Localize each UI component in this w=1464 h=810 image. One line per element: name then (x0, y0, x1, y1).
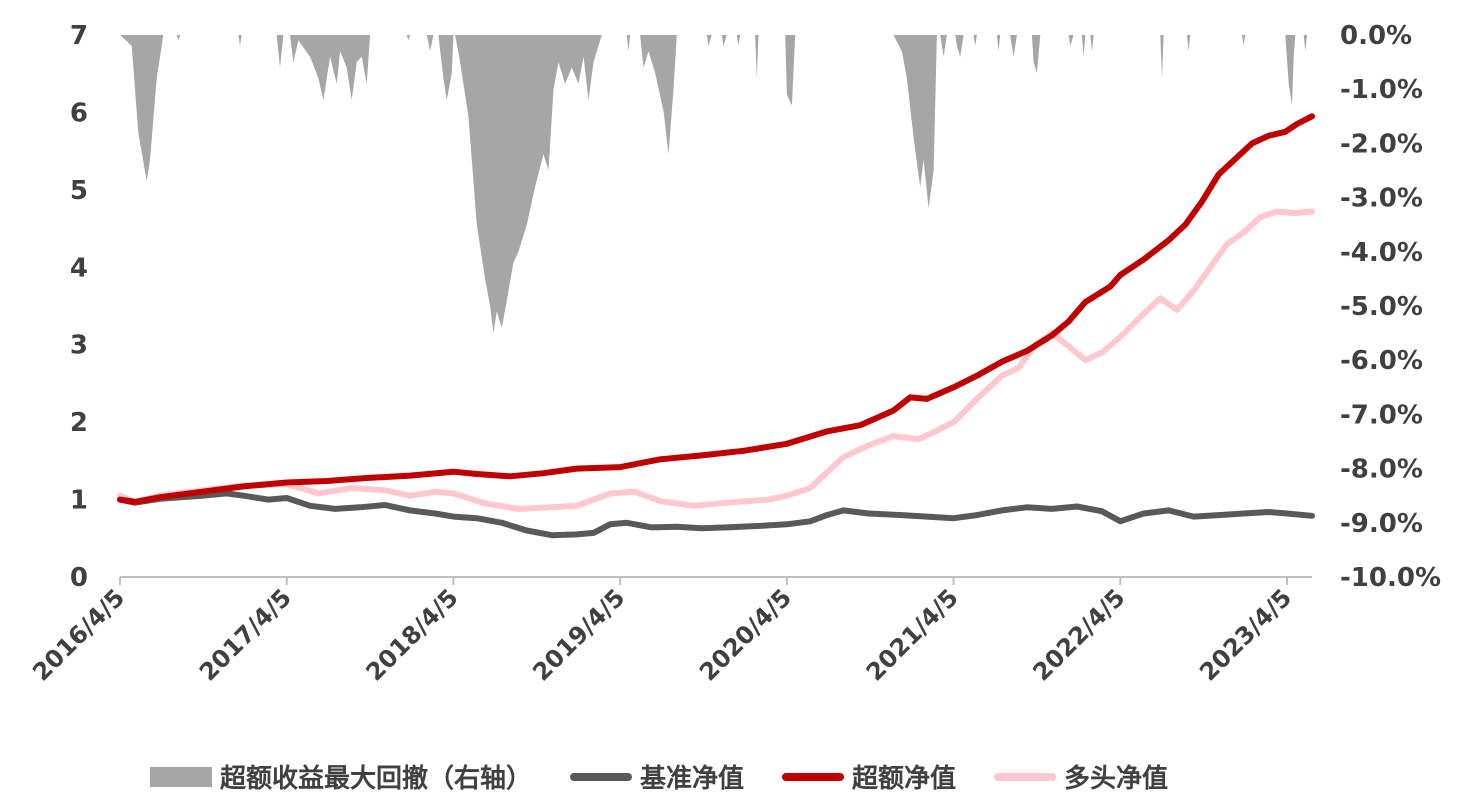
legend-swatch-long (994, 772, 1057, 781)
right-tick-label: -10.0% (1340, 563, 1441, 593)
x-tick-label: 2019/4/5 (527, 583, 630, 686)
right-tick-label: -8.0% (1340, 455, 1423, 485)
right-tick-label: -5.0% (1340, 292, 1423, 322)
legend-item-drawdown: 超额收益最大回撤（右轴） (150, 758, 532, 795)
legend-swatch-drawdown (150, 766, 212, 787)
x-tick-label: 2016/4/5 (27, 583, 130, 686)
x-tick-label: 2018/4/5 (361, 583, 464, 686)
left-tick-label: 7 (70, 21, 88, 51)
x-tick-label: 2022/4/5 (1027, 583, 1130, 686)
benchmark-line (117, 490, 1315, 539)
x-tick-label: 2020/4/5 (694, 583, 797, 686)
x-tick-label: 2017/4/5 (194, 583, 297, 686)
legend-swatch-excess (782, 772, 845, 781)
x-tick-label: 2023/4/5 (1194, 583, 1297, 686)
legend-swatch-benchmark (570, 772, 633, 781)
right-tick-label: -2.0% (1340, 129, 1423, 159)
legend-item-excess: 超额净值 (782, 758, 956, 795)
legend-label-benchmark: 基准净值 (640, 764, 745, 794)
right-tick-label: -7.0% (1340, 400, 1423, 430)
x-tick-label: 2021/4/5 (861, 583, 964, 686)
left-tick-label: 6 (70, 98, 88, 128)
left-tick-label: 4 (70, 253, 88, 283)
left-tick-label: 3 (70, 331, 88, 361)
legend-label-long: 多头净值 (1064, 764, 1169, 794)
right-tick-label: -1.0% (1340, 75, 1423, 105)
excess-line (117, 113, 1315, 505)
left-tick-label: 5 (70, 176, 88, 206)
right-tick-label: -6.0% (1340, 346, 1423, 376)
right-tick-label: -4.0% (1340, 238, 1423, 268)
legend-item-benchmark: 基准净值 (570, 758, 744, 795)
right-tick-label: -9.0% (1340, 509, 1423, 539)
legend-label-drawdown: 超额收益最大回撤（右轴） (220, 764, 533, 794)
legend: 超额收益最大回撤（右轴） 基准净值 超额净值 多头净值 (150, 758, 1168, 795)
legend-item-long: 多头净值 (994, 758, 1168, 795)
axes-layer: 2016/4/5 2017/4/5 2018/4/5 2019/4/5 2020/4/5… (27, 21, 1441, 686)
right-tick-label: 0.0% (1340, 21, 1412, 51)
left-tick-label: 1 (70, 486, 88, 516)
drawdown-area-layer (120, 35, 1307, 334)
left-tick-label: 2 (70, 408, 88, 438)
drawdown-area (120, 35, 1307, 334)
long-line (117, 208, 1315, 512)
legend-label-excess: 超额净值 (852, 764, 957, 794)
lines-layer (117, 113, 1315, 539)
left-tick-label: 0 (70, 563, 88, 593)
right-tick-label: -3.0% (1340, 184, 1423, 214)
